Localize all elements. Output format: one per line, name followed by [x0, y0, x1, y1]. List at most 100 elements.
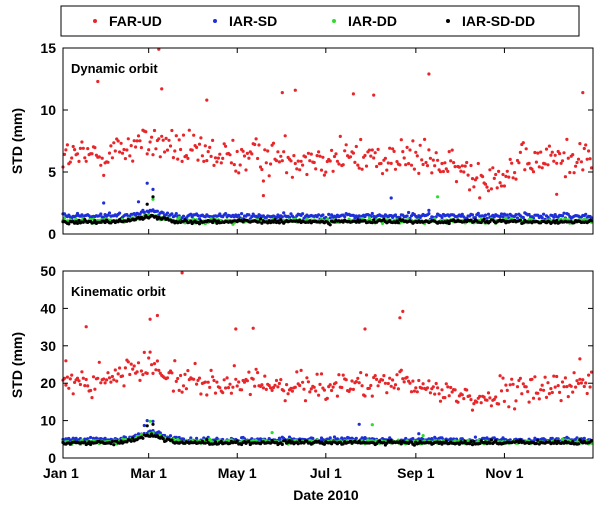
point-dynamic-far-ud: [158, 155, 162, 159]
point-dynamic-far-ud: [546, 163, 550, 167]
point-dynamic-far-ud: [219, 161, 223, 165]
legend-label-iar-sd: IAR-SD: [229, 13, 277, 29]
point-dynamic-iar-sd: [566, 212, 570, 216]
point-dynamic-far-ud: [338, 134, 342, 138]
point-dynamic-far-ud-outlier: [205, 98, 209, 102]
point-kinematic-far-ud-outlier: [234, 327, 238, 331]
point-kinematic-far-ud: [132, 364, 136, 368]
point-dynamic-far-ud: [453, 165, 457, 169]
point-kinematic-far-ud: [359, 371, 363, 375]
point-dynamic-far-ud: [157, 137, 161, 141]
point-dynamic-far-ud: [539, 150, 543, 154]
point-dynamic-iar-sd: [343, 215, 347, 219]
point-dynamic-far-ud: [160, 134, 164, 138]
point-dynamic-far-ud: [319, 168, 324, 172]
point-dynamic-iar-sd: [499, 212, 504, 216]
point-kinematic-iar-dd-outlier: [370, 423, 374, 427]
point-kinematic-iar-sd-dd: [283, 439, 287, 443]
point-dynamic-iar-sd: [393, 213, 398, 217]
point-dynamic-far-ud: [289, 159, 293, 163]
point-dynamic-far-ud: [562, 151, 566, 155]
point-dynamic-far-ud: [110, 156, 114, 160]
point-kinematic-far-ud: [299, 368, 303, 372]
point-kinematic-far-ud: [363, 394, 367, 398]
point-kinematic-far-ud: [211, 375, 215, 379]
point-kinematic-iar-sd-dd: [517, 440, 521, 445]
point-kinematic-far-ud: [277, 381, 281, 386]
point-dynamic-iar-dd: [305, 217, 309, 221]
point-dynamic-far-ud: [174, 134, 178, 138]
point-kinematic-far-ud: [543, 375, 547, 379]
point-kinematic-far-ud: [68, 377, 72, 381]
point-dynamic-far-ud: [521, 141, 525, 145]
xtick-label: Sep 1: [397, 465, 435, 481]
point-dynamic-iar-sd: [282, 211, 286, 215]
point-kinematic-iar-sd-dd: [463, 439, 467, 443]
point-dynamic-far-ud: [303, 155, 308, 159]
point-dynamic-far-ud: [511, 176, 515, 180]
point-kinematic-far-ud: [83, 384, 87, 388]
point-kinematic-iar-sd-dd-outlier: [151, 422, 155, 426]
point-kinematic-far-ud: [145, 371, 149, 375]
point-dynamic-iar-sd: [357, 214, 361, 218]
point-dynamic-far-ud: [173, 149, 177, 153]
point-kinematic-far-ud: [203, 380, 207, 384]
point-dynamic-far-ud: [460, 164, 464, 168]
point-kinematic-far-ud: [405, 375, 409, 379]
legend-marker-iar-dd: [332, 19, 336, 23]
point-dynamic-iar-sd: [483, 213, 488, 217]
point-kinematic-far-ud: [165, 376, 170, 380]
point-kinematic-far-ud: [575, 379, 579, 383]
point-dynamic-far-ud: [315, 154, 319, 158]
point-kinematic-iar-sd-dd: [269, 441, 273, 445]
point-dynamic-iar-sd: [407, 210, 411, 215]
point-kinematic-far-ud-outlier: [64, 359, 68, 363]
point-kinematic-far-ud: [527, 400, 531, 404]
point-kinematic-far-ud: [113, 368, 117, 372]
point-kinematic-iar-sd-outlier: [142, 423, 146, 428]
point-dynamic-far-ud: [171, 156, 175, 160]
point-kinematic-far-ud: [78, 382, 82, 387]
point-kinematic-iar-sd: [311, 436, 315, 440]
point-kinematic-far-ud: [193, 361, 197, 366]
point-kinematic-iar-dd-outlier: [270, 431, 274, 435]
ytick-label-kinematic: 40: [40, 300, 56, 316]
point-dynamic-iar-sd: [462, 215, 466, 219]
point-kinematic-far-ud: [479, 401, 483, 405]
point-dynamic-iar-sd-outlier: [145, 181, 149, 185]
point-kinematic-iar-sd-dd: [489, 438, 493, 442]
point-dynamic-far-ud: [431, 158, 435, 162]
point-dynamic-far-ud: [312, 160, 316, 165]
point-kinematic-far-ud: [96, 376, 100, 380]
point-kinematic-iar-sd: [89, 435, 93, 440]
point-dynamic-iar-sd: [505, 213, 509, 217]
point-dynamic-iar-dd: [74, 217, 78, 221]
point-dynamic-far-ud: [106, 160, 110, 164]
point-kinematic-far-ud: [350, 379, 354, 383]
point-dynamic-far-ud: [440, 161, 444, 166]
point-dynamic-far-ud: [83, 156, 87, 160]
point-dynamic-far-ud: [486, 189, 491, 193]
point-kinematic-far-ud: [537, 397, 541, 401]
point-dynamic-iar-sd: [107, 211, 112, 215]
point-dynamic-far-ud: [524, 147, 528, 151]
point-dynamic-iar-sd: [174, 212, 178, 216]
point-kinematic-far-ud: [269, 386, 273, 390]
point-dynamic-far-ud: [344, 143, 348, 147]
point-kinematic-far-ud-outlier: [180, 271, 184, 275]
point-kinematic-far-ud: [344, 378, 348, 382]
point-kinematic-far-ud: [148, 350, 152, 354]
point-dynamic-iar-sd-dd: [482, 217, 486, 221]
point-dynamic-far-ud: [433, 164, 437, 168]
point-kinematic-far-ud: [155, 359, 159, 363]
point-dynamic-far-ud: [211, 138, 215, 142]
point-kinematic-far-ud: [285, 383, 289, 387]
point-kinematic-far-ud: [396, 387, 400, 391]
point-dynamic-far-ud: [250, 152, 254, 156]
point-kinematic-iar-sd-outlier: [145, 419, 149, 423]
point-kinematic-far-ud-outlier: [84, 325, 88, 329]
point-kinematic-far-ud: [293, 385, 297, 389]
point-kinematic-far-ud: [105, 378, 109, 382]
point-dynamic-far-ud: [100, 156, 104, 160]
point-dynamic-far-ud: [277, 160, 281, 164]
